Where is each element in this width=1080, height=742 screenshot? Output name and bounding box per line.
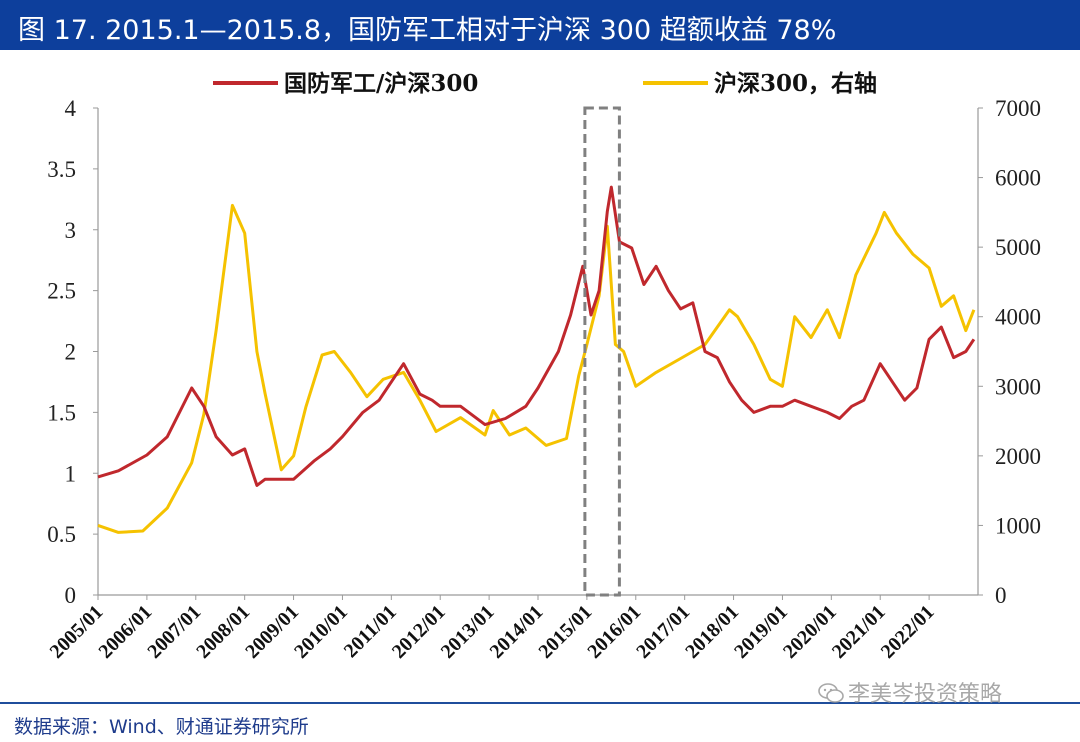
x-tick-label: 2010/01 [290, 601, 352, 663]
watermark: 李美岑投资策略 [818, 676, 1002, 708]
chart-title: 图 17. 2015.1—2015.8，国防军工相对于沪深 300 超额收益 7… [18, 15, 837, 46]
y-left-tick-label: 3.5 [47, 157, 76, 182]
y-left-tick-label: 0.5 [47, 522, 76, 547]
footer-divider [0, 702, 1080, 704]
x-tick-label: 2006/01 [95, 601, 157, 663]
y-left-tick-label: 1.5 [47, 400, 76, 425]
legend-label-defense-ratio: 国防军工/沪深300 [284, 70, 478, 97]
series-line-hs300 [97, 203, 976, 534]
x-tick-label: 2013/01 [437, 601, 499, 663]
x-tick-label: 2007/01 [143, 601, 205, 663]
x-tick-label: 2011/01 [340, 601, 401, 662]
y-left-tick-label: 2 [65, 340, 77, 365]
x-tick-label: 2020/01 [779, 601, 841, 663]
y-right-tick-label: 1000 [995, 513, 1041, 538]
legend-label-hs300: 沪深300，右轴 [714, 70, 877, 97]
x-tick-label: 2012/01 [388, 601, 450, 663]
y-right-tick-label: 2000 [995, 444, 1041, 469]
x-tick-label: 2016/01 [583, 601, 645, 663]
x-tick-label: 2014/01 [486, 601, 548, 663]
y-right-tick-label: 0 [995, 583, 1007, 608]
y-left-tick-label: 0 [65, 583, 77, 608]
highlight-period-box [583, 106, 621, 597]
x-tick-label: 2018/01 [681, 601, 743, 663]
source-note: 数据来源：Wind、财通证券研究所 [14, 716, 309, 738]
y-right-tick-label: 5000 [995, 235, 1041, 260]
y-left-tick-label: 3 [65, 218, 77, 243]
title-bar: 图 17. 2015.1—2015.8，国防军工相对于沪深 300 超额收益 7… [0, 0, 1080, 50]
x-tick-label: 2017/01 [632, 601, 694, 663]
y-right-tick-label: 3000 [995, 374, 1041, 399]
y-left-tick-label: 4 [65, 96, 77, 121]
y-right-tick-label: 6000 [995, 166, 1041, 191]
y-left-tick-label: 2.5 [47, 279, 76, 304]
x-tick-label: 2009/01 [241, 601, 303, 663]
x-tick-label: 2022/01 [877, 601, 939, 663]
x-tick-label: 2015/01 [535, 601, 597, 663]
x-tick-label: 2005/01 [46, 601, 108, 663]
y-right-tick-label: 4000 [995, 305, 1041, 330]
wechat-icon [818, 683, 844, 703]
watermark-text: 李美岑投资策略 [848, 682, 1003, 707]
x-tick-label: 2008/01 [192, 601, 254, 663]
y-right-tick-label: 7000 [995, 96, 1041, 121]
chart: 0 0.5 1 1.5 2 2.5 3 3.5 4 0 1000 2000 3000 4000 5000 60… [46, 70, 1041, 663]
x-tick-label: 2019/01 [730, 601, 792, 663]
y-left-tick-label: 1 [65, 461, 77, 486]
x-tick-label: 2021/01 [828, 601, 890, 663]
series-line-defense-ratio [97, 185, 976, 487]
